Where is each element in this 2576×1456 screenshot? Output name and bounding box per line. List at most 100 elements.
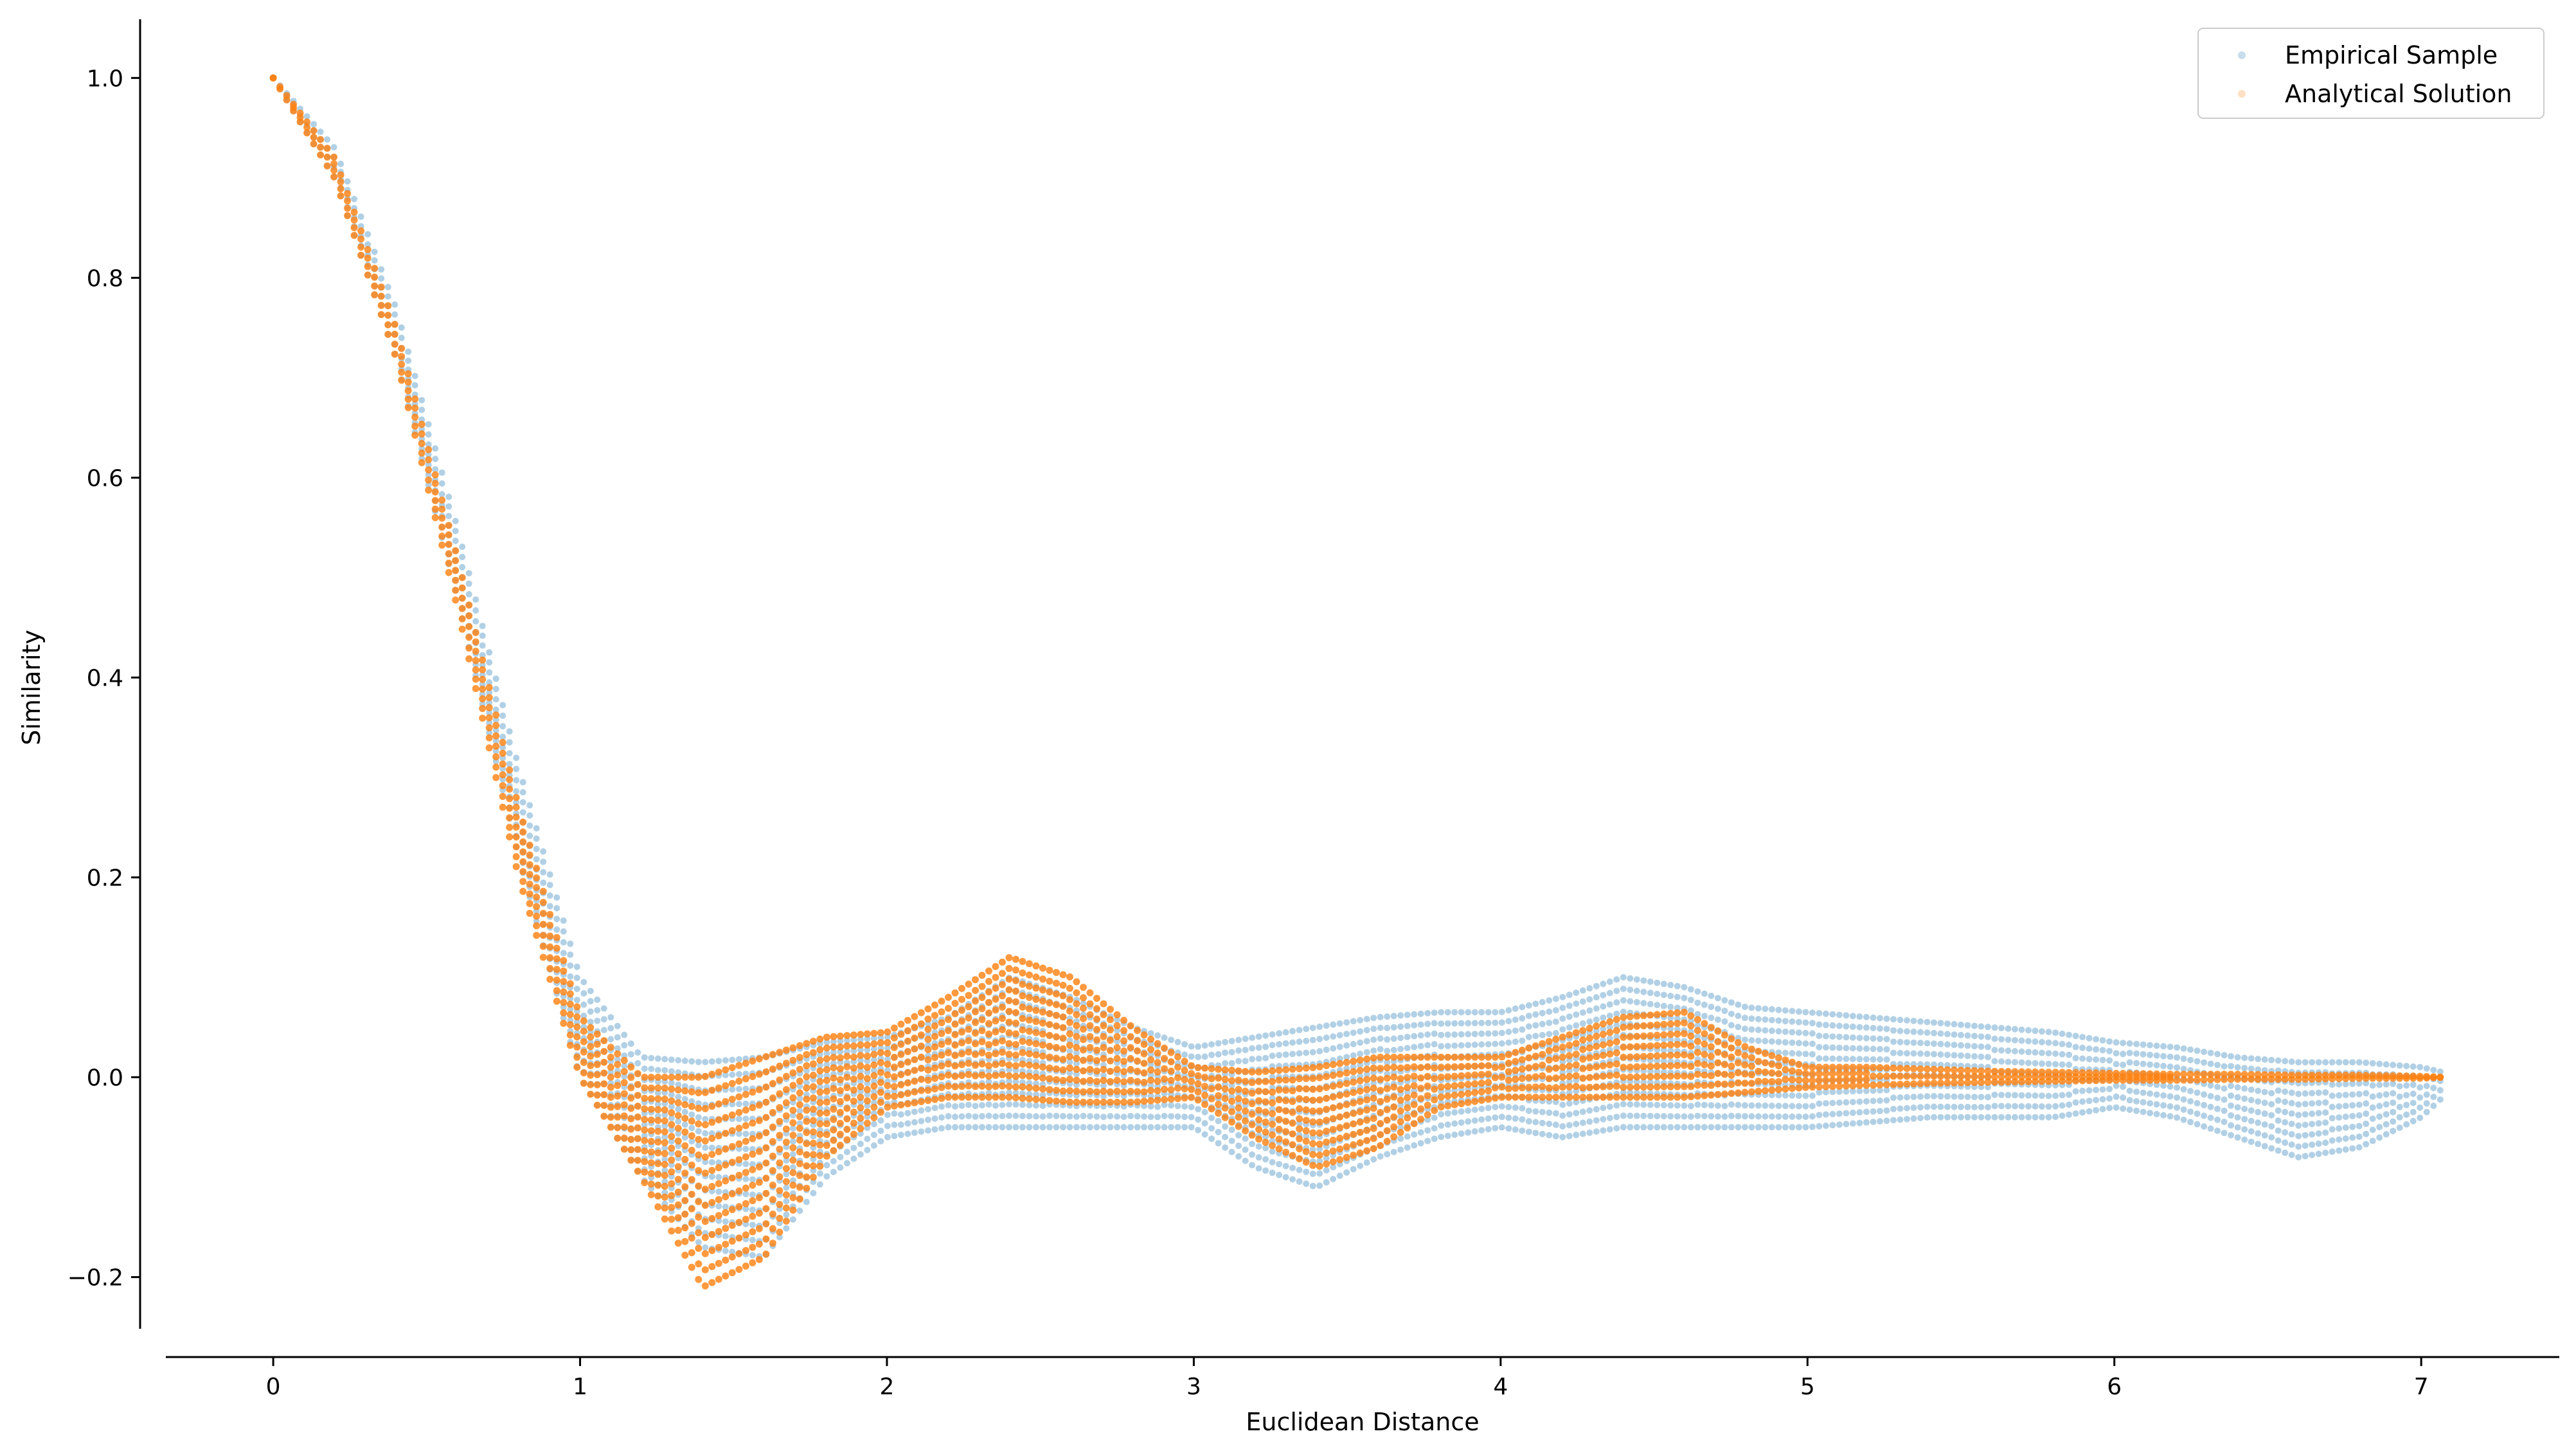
- data-point: [931, 1043, 938, 1051]
- data-point: [1667, 982, 1674, 988]
- data-point: [2113, 1050, 2120, 1057]
- data-point: [2153, 1101, 2160, 1108]
- data-point: [1417, 1032, 1424, 1039]
- data-point: [438, 541, 446, 549]
- data-point: [749, 1104, 756, 1112]
- data-point: [1552, 1110, 1559, 1117]
- data-point: [857, 1041, 864, 1049]
- data-point: [755, 1101, 763, 1109]
- data-point: [999, 1082, 1006, 1090]
- data-point: [1505, 1018, 1512, 1025]
- data-point: [1532, 1119, 1539, 1126]
- data-point: [2437, 1068, 2444, 1075]
- data-point: [506, 728, 513, 735]
- data-point: [1309, 1074, 1317, 1082]
- data-point: [1843, 1056, 1850, 1062]
- data-point: [2396, 1124, 2403, 1132]
- data-point: [1080, 1078, 1087, 1085]
- data-point: [1323, 1167, 1330, 1174]
- data-point: [1471, 1106, 1478, 1114]
- data-point: [1411, 1043, 1418, 1051]
- data-point: [1255, 1126, 1263, 1133]
- data-point: [1019, 1072, 1026, 1079]
- data-point: [1714, 1016, 1721, 1023]
- data-point: [2423, 1065, 2430, 1072]
- data-point: [1870, 1097, 1877, 1105]
- data-point: [1795, 1124, 1802, 1131]
- data-point: [735, 1140, 743, 1148]
- data-point: [2174, 1064, 2181, 1071]
- data-point: [958, 1050, 965, 1058]
- data-point: [1370, 1115, 1377, 1123]
- data-point: [668, 1121, 675, 1128]
- data-point: [2133, 1107, 2140, 1114]
- data-point: [2288, 1089, 2295, 1096]
- data-point: [1546, 1019, 1553, 1026]
- data-point: [539, 910, 547, 917]
- data-point: [1215, 1040, 1222, 1047]
- data-point: [1059, 1087, 1067, 1095]
- data-point: [1127, 1112, 1134, 1119]
- data-point: [499, 771, 506, 779]
- data-point: [1235, 1047, 1242, 1054]
- data-point: [2167, 1113, 2174, 1120]
- data-point: [1222, 1123, 1229, 1130]
- data-point: [323, 145, 331, 152]
- data-point: [2032, 1027, 2039, 1034]
- data-point: [695, 1182, 702, 1190]
- data-point: [850, 1042, 857, 1050]
- data-point: [1681, 995, 1688, 1002]
- data-point: [701, 1202, 709, 1209]
- data-point: [1856, 1109, 1863, 1116]
- data-point: [2241, 1126, 2248, 1133]
- data-point: [1323, 1034, 1330, 1041]
- data-point: [1431, 1114, 1438, 1121]
- data-point: [2025, 1038, 2032, 1045]
- data-point: [485, 684, 493, 691]
- data-point: [823, 1061, 830, 1068]
- data-point: [2120, 1094, 2127, 1101]
- data-point: [567, 973, 574, 980]
- data-point: [1890, 1094, 1897, 1101]
- data-point: [1546, 1031, 1553, 1038]
- data-point: [1505, 1114, 1512, 1121]
- data-point: [978, 993, 986, 1001]
- data-point: [863, 1063, 871, 1071]
- data-point: [816, 1162, 824, 1170]
- data-point: [1181, 1058, 1188, 1065]
- data-point: [816, 1088, 824, 1096]
- data-point: [1053, 1112, 1060, 1119]
- data-point: [1329, 1061, 1337, 1069]
- data-point: [1573, 1121, 1580, 1128]
- data-point: [830, 1105, 837, 1113]
- data-point: [620, 1079, 628, 1087]
- data-point: [1802, 1114, 1809, 1120]
- data-point: [593, 1081, 601, 1088]
- data-point: [1228, 1082, 1235, 1089]
- data-point: [904, 1130, 911, 1137]
- data-point: [506, 761, 513, 768]
- data-point: [2315, 1120, 2322, 1127]
- data-point: [1080, 1112, 1087, 1119]
- data-point: [1566, 1024, 1573, 1031]
- data-point: [715, 1100, 722, 1108]
- data-point: [2106, 1038, 2113, 1045]
- data-point: [310, 121, 318, 128]
- data-point: [2268, 1123, 2275, 1130]
- data-point: [2369, 1060, 2376, 1067]
- data-point: [1593, 1027, 1600, 1034]
- data-point: [2423, 1083, 2430, 1090]
- data-point: [1350, 1018, 1357, 1025]
- data-point: [621, 1031, 628, 1038]
- data-point: [674, 1124, 682, 1132]
- data-point: [539, 943, 547, 950]
- data-point: [1080, 1004, 1087, 1012]
- data-point: [722, 1072, 729, 1079]
- data-point: [1309, 1182, 1316, 1189]
- data-point: [1053, 1076, 1060, 1083]
- data-point: [742, 1184, 749, 1192]
- data-point: [857, 1099, 864, 1106]
- data-point: [1066, 1052, 1073, 1060]
- data-point: [1005, 986, 1013, 994]
- data-point: [782, 1191, 790, 1198]
